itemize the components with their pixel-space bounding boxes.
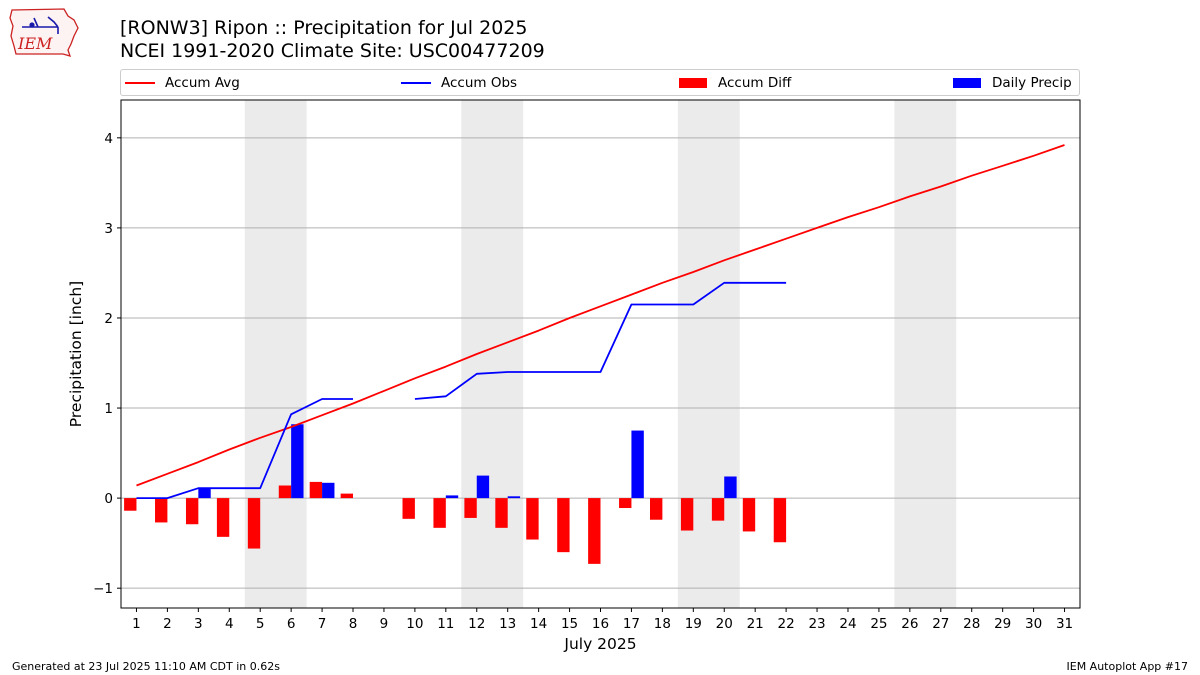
accum-diff-bar [711, 498, 725, 521]
x-tick-label: 13 [499, 616, 516, 632]
legend-item-daily-precip: Daily Precip [953, 74, 1072, 91]
legend-label: Accum Diff [718, 74, 792, 91]
daily-precip-bar [198, 488, 211, 499]
accum-diff-bar [495, 498, 508, 528]
accum-diff-bar [649, 498, 663, 520]
x-tick-label: 18 [654, 616, 671, 632]
accum-diff-bar [278, 485, 292, 499]
legend-swatch [679, 77, 707, 88]
x-tick-label: 22 [778, 616, 795, 632]
daily-precip-bar [291, 424, 304, 499]
legend-label: Accum Obs [441, 74, 518, 91]
x-tick-label: 21 [747, 616, 764, 632]
y-tick-label: 3 [104, 221, 113, 237]
accum-diff-bar [464, 498, 477, 518]
x-tick-label: 27 [932, 616, 949, 632]
x-tick-label: 29 [994, 616, 1011, 632]
y-tick-label: 4 [104, 131, 113, 147]
x-tick-label: 25 [870, 616, 887, 632]
x-tick-label: 16 [592, 616, 609, 632]
x-axis-label: July 2025 [563, 635, 636, 653]
legend-item-accum-obs: Accum Obs [401, 74, 517, 91]
x-tick-label: 17 [623, 616, 640, 632]
x-tick-label: 19 [685, 616, 702, 632]
weekend-band [461, 100, 524, 608]
x-tick-label: 4 [225, 616, 234, 632]
accum-diff-bar [557, 498, 570, 553]
accum-diff-bar [402, 498, 415, 519]
x-tick-label: 8 [349, 616, 358, 632]
x-tick-label: 24 [839, 616, 856, 632]
footer-generated: Generated at 23 Jul 2025 11:10 AM CDT in… [12, 660, 280, 673]
x-tick-label: 14 [530, 616, 547, 632]
accum-diff-bar [433, 498, 446, 528]
y-axis-label: Precipitation [inch] [67, 281, 85, 427]
accum-diff-bar [588, 498, 601, 564]
daily-precip-bar [724, 476, 737, 499]
x-tick-label: 30 [1025, 616, 1042, 632]
daily-precip-bar [507, 496, 521, 499]
x-tick-label: 15 [561, 616, 578, 632]
accum-diff-bar [185, 498, 199, 525]
weekend-band [894, 100, 957, 608]
iem-iowa-logo-icon: IEM [9, 8, 79, 57]
accum-diff-bar [340, 493, 354, 499]
accum-obs-line [136, 281, 787, 499]
daily-precip-bar [631, 430, 644, 499]
x-tick-label: 31 [1056, 616, 1073, 632]
x-tick-label: 6 [287, 616, 296, 632]
legend-label: Accum Avg [165, 74, 240, 91]
accum-diff-bar [773, 498, 787, 543]
footer-app-id: IEM Autoplot App #17 [1066, 660, 1189, 673]
x-tick-label: 2 [163, 616, 172, 632]
legend-label: Daily Precip [992, 74, 1072, 91]
y-tick-label: 1 [104, 401, 113, 417]
accum-diff-bar [619, 498, 632, 509]
accum-diff-bar [124, 498, 137, 511]
daily-precip-bar [322, 482, 335, 499]
x-tick-label: 26 [901, 616, 918, 632]
x-tick-label: 1 [132, 616, 141, 632]
x-tick-label: 9 [380, 616, 389, 632]
weekend-band [677, 100, 740, 608]
accum-diff-bar [216, 498, 230, 537]
x-tick-label: 10 [406, 616, 423, 632]
legend-swatch [125, 81, 155, 84]
x-tick-label: 23 [808, 616, 825, 632]
legend-item-accum-diff: Accum Diff [679, 74, 791, 91]
accum-diff-bar [155, 498, 168, 523]
legend: Accum Avg Accum Obs Accum Diff Daily Pre… [120, 69, 1080, 96]
logo-text: IEM [17, 34, 53, 53]
daily-precip-bar [445, 495, 459, 499]
x-tick-label: 12 [468, 616, 485, 632]
accum-diff-bar [742, 498, 756, 532]
y-tick-label: 2 [104, 311, 113, 327]
accum-diff-bar [247, 498, 261, 549]
iem-logo: IEM [8, 6, 80, 60]
x-tick-label: 28 [963, 616, 980, 632]
x-tick-label: 20 [716, 616, 733, 632]
x-tick-label: 7 [318, 616, 327, 632]
chart-subtitle: NCEI 1991-2020 Climate Site: USC00477209 [120, 40, 545, 62]
x-tick-label: 5 [256, 616, 265, 632]
accum-diff-bar [526, 498, 539, 540]
chart-title: [RONW3] Ripon :: Precipitation for Jul 2… [120, 17, 528, 39]
y-tick-label: −1 [93, 581, 113, 597]
legend-item-accum-avg: Accum Avg [125, 74, 240, 91]
y-tick-label: 0 [104, 491, 113, 507]
x-tick-label: 11 [437, 616, 454, 632]
accum-avg-line [136, 144, 1065, 487]
daily-precip-bar [476, 475, 490, 499]
accum-diff-bar [309, 481, 323, 499]
legend-swatch [953, 77, 981, 88]
x-tick-label: 3 [194, 616, 203, 632]
legend-swatch [401, 81, 431, 84]
accum-diff-bar [680, 498, 694, 531]
